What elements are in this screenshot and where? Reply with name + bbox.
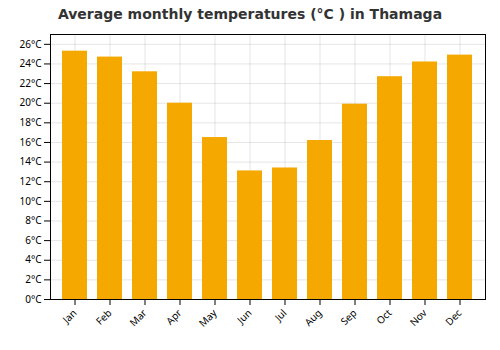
svg-text:10°C: 10°C (19, 194, 42, 208)
svg-text:Jul: Jul (271, 306, 290, 325)
svg-text:8°C: 8°C (25, 213, 42, 227)
svg-text:Sep: Sep (337, 306, 359, 328)
svg-text:2°C: 2°C (25, 272, 42, 286)
svg-text:18°C: 18°C (19, 115, 42, 129)
svg-text:24°C: 24°C (19, 56, 42, 70)
svg-text:Dec: Dec (442, 306, 465, 329)
svg-text:Feb: Feb (92, 306, 114, 328)
svg-text:Aug: Aug (301, 306, 324, 329)
svg-text:20°C: 20°C (19, 95, 42, 109)
svg-text:Apr: Apr (163, 306, 185, 328)
svg-text:12°C: 12°C (19, 174, 42, 188)
svg-text:14°C: 14°C (19, 154, 42, 168)
svg-text:0°C: 0°C (25, 292, 42, 306)
svg-text:Mar: Mar (126, 306, 149, 329)
svg-text:6°C: 6°C (25, 233, 42, 247)
svg-text:4°C: 4°C (25, 252, 42, 266)
svg-text:Jun: Jun (233, 306, 254, 327)
svg-text:22°C: 22°C (19, 76, 42, 90)
svg-text:16°C: 16°C (19, 135, 42, 149)
svg-text:Nov: Nov (406, 305, 430, 329)
svg-text:Jan: Jan (59, 306, 80, 327)
svg-text:26°C: 26°C (19, 37, 42, 51)
svg-text:Oct: Oct (373, 306, 395, 328)
html-text:Average monthly temperatures (: Average monthly temperatures (°C ) in Th… (57, 6, 443, 22)
svg-text:May: May (195, 305, 220, 330)
